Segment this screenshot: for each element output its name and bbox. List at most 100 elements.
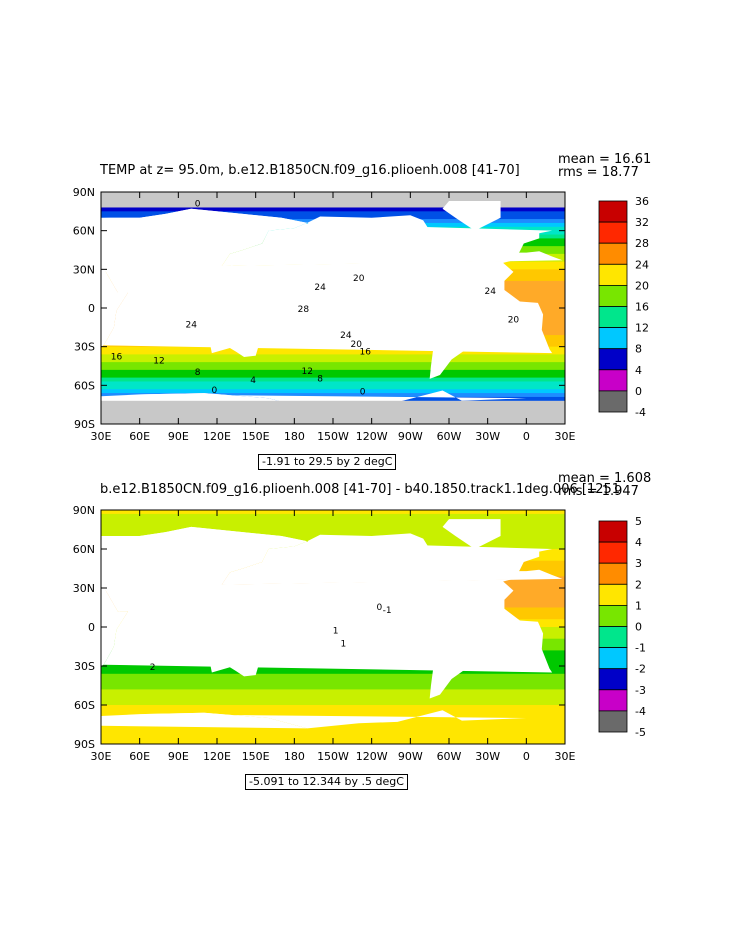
y-tick-label: 60S (74, 699, 95, 712)
land-mask (423, 612, 482, 699)
field-band (101, 366, 565, 371)
land-mask (518, 233, 531, 244)
x-tick-label: 180 (284, 430, 305, 443)
x-tick-label: 90E (168, 750, 189, 763)
colorbar-label: -4 (635, 705, 646, 718)
field-band (101, 673, 565, 679)
x-tick-label: 0 (523, 430, 530, 443)
colorbar-segment (598, 562, 628, 585)
contour-label: 0 (377, 603, 383, 613)
colorbar-label: 5 (635, 515, 642, 528)
field-band (101, 513, 565, 519)
land-mask (139, 390, 527, 424)
land-mask (101, 526, 308, 625)
x-tick-label: 30E (555, 750, 576, 763)
x-tick-label: 150E (242, 750, 270, 763)
colorbar-label: 0 (635, 385, 642, 398)
contour-label: 12 (301, 367, 312, 377)
colorbar-label: 12 (635, 322, 649, 335)
contour-label: 20 (353, 274, 365, 284)
field-band (101, 529, 565, 534)
contour-label: -1 (383, 606, 392, 616)
x-tick-label: 30W (475, 750, 500, 763)
x-tick-label: 120E (203, 750, 231, 763)
colorbar-label: -2 (635, 663, 646, 676)
x-tick-label: 150W (317, 750, 349, 763)
field-band (101, 362, 565, 367)
colorbar-segment (598, 689, 628, 712)
colorbar-label: 36 (635, 195, 649, 208)
colorbar-segment (598, 668, 628, 691)
field-band (101, 525, 565, 531)
contour-label: 20 (508, 315, 520, 325)
land-mask (229, 571, 246, 586)
contour-label: 16 (359, 348, 371, 358)
colorbar-segment (598, 327, 628, 350)
colorbar-segment (598, 242, 628, 265)
field-band (101, 728, 565, 733)
field-band (101, 369, 565, 375)
x-tick-label: 150E (242, 430, 270, 443)
x-tick-label: 120W (356, 430, 388, 443)
colorbar-segment (598, 626, 628, 649)
land-mask (119, 324, 127, 341)
colorbar-label: -1 (635, 642, 646, 655)
colorbar-label: -4 (635, 406, 646, 419)
x-tick-label: 30E (555, 430, 576, 443)
contour-label: 24 (340, 331, 352, 341)
map-field: 0 -1 1 2 1 (101, 510, 565, 744)
colorbar-segment (598, 306, 628, 329)
colorbar-label: 8 (635, 343, 642, 356)
land-mask (307, 215, 455, 298)
colorbar-label: 1 (635, 599, 642, 612)
x-tick-label: 60E (129, 750, 150, 763)
colorbar-label: 0 (635, 621, 642, 634)
colorbar-label: 20 (635, 279, 649, 292)
x-tick-label: 90W (398, 750, 423, 763)
colorbar-label: 2 (635, 578, 642, 591)
y-tick-label: 90S (74, 418, 95, 431)
field-band (101, 712, 565, 718)
contour-label: 2 (150, 663, 156, 673)
temp-panel: TEMP at z= 95.0m, b.e12.B1850CN.f09_g16.… (0, 0, 733, 470)
field-band (101, 669, 565, 675)
difference-panel: 0 -1 1 2 1 30E 60E 90E 120E 150E 180 150W 120W 90W 60W… (0, 470, 733, 800)
colorbar-segment (598, 647, 628, 670)
contour-label: 24 (314, 283, 326, 293)
contour-label: 20 (350, 340, 362, 350)
land-mask (442, 519, 501, 549)
field-band (101, 207, 565, 212)
contour-label: 0 (360, 387, 366, 397)
land-mask (518, 551, 531, 562)
x-tick-label: 60W (437, 430, 462, 443)
land-mask (119, 643, 127, 660)
y-tick-label: 90N (73, 504, 95, 517)
field-band (101, 708, 565, 714)
x-tick-label: 0 (523, 750, 530, 763)
colorbar-segment (598, 221, 628, 244)
contour-label: 28 (298, 305, 310, 315)
chart-title: TEMP at z= 95.0m, b.e12.B1850CN.f09_g16.… (100, 163, 520, 178)
y-tick-label: 30S (74, 660, 95, 673)
contour-label: 12 (153, 357, 164, 367)
y-tick-label: 90S (74, 738, 95, 751)
y-tick-label: 60S (74, 379, 95, 392)
x-tick-label: 120W (356, 750, 388, 763)
colorbar-segment (598, 520, 628, 543)
rms-value: rms = 18.77 (558, 165, 639, 180)
mean-value: mean = 1.608 (558, 471, 652, 486)
colorbar-segment (598, 710, 628, 733)
contour-label: 24 (185, 320, 197, 330)
y-tick-label: 0 (88, 621, 95, 634)
colorbar-segment (598, 348, 628, 371)
land-mask (101, 712, 308, 729)
field-band (101, 211, 565, 216)
field-band (101, 705, 565, 710)
land-mask (101, 208, 563, 306)
x-tick-label: 150W (317, 430, 349, 443)
field-band (101, 732, 565, 737)
mean-value: mean = 16.61 (558, 152, 652, 167)
field-band (101, 701, 565, 706)
